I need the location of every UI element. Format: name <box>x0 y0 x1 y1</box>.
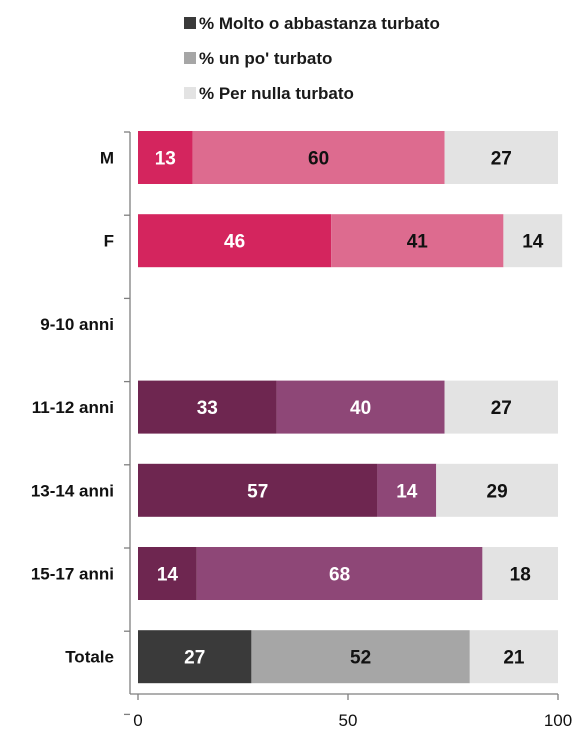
x-tick-label: 50 <box>339 711 358 730</box>
legend-entry: % un po' turbato <box>199 49 332 68</box>
data-label: 18 <box>510 565 531 586</box>
data-label: 40 <box>350 398 371 419</box>
data-label: 14 <box>522 232 544 253</box>
legend: % Molto o abbastanza turbato % un po' tur… <box>184 14 440 103</box>
bar-segment <box>138 214 332 268</box>
data-label: 21 <box>503 648 525 669</box>
data-label: 33 <box>197 398 218 419</box>
bar-segment <box>196 547 483 600</box>
category-label: Totale <box>65 648 114 667</box>
data-label: 68 <box>329 565 350 586</box>
bar-segment <box>138 630 252 684</box>
bar-segment <box>331 214 504 268</box>
legend-swatch <box>184 17 196 29</box>
bar-segment <box>138 547 197 600</box>
data-label: 27 <box>491 149 512 170</box>
bar-segment <box>444 380 558 434</box>
category-label: 15-17 anni <box>31 565 114 584</box>
data-label: 60 <box>308 149 329 170</box>
bar-segment <box>503 214 563 268</box>
data-label: 14 <box>157 565 179 586</box>
bar-segment <box>377 463 437 517</box>
bar-segment <box>444 131 558 184</box>
bar-segment <box>138 131 193 184</box>
data-label: 41 <box>407 232 429 253</box>
bar-segment <box>469 630 558 684</box>
legend-swatch <box>184 52 196 64</box>
data-label: 13 <box>155 149 176 170</box>
bar-segment <box>138 463 378 517</box>
legend-entry: % Per nulla turbato <box>199 84 354 103</box>
x-tick-label: 0 <box>133 711 142 730</box>
bar-segment <box>436 463 558 517</box>
data-label: 52 <box>350 648 371 669</box>
category-label: 13-14 anni <box>31 481 114 500</box>
category-label: 11-12 anni <box>32 398 114 417</box>
data-label: 27 <box>184 648 205 669</box>
x-tick-label: 100 <box>544 711 572 730</box>
bar-segment <box>482 547 558 600</box>
legend-entry: % Molto o abbastanza turbato <box>199 14 440 33</box>
data-label: 29 <box>487 481 508 502</box>
bar-segment <box>276 380 445 434</box>
category-label: M <box>100 149 114 168</box>
bar-segment <box>192 131 445 184</box>
data-label: 14 <box>396 481 418 502</box>
data-label: 27 <box>491 398 512 419</box>
bar-segment <box>251 630 470 684</box>
category-label: 9-10 anni <box>40 315 114 334</box>
data-label: 46 <box>224 232 245 253</box>
axes: M F 9-10 anni 11-12 anni 13-14 anni 15-17 ann… <box>31 131 572 730</box>
legend-swatch <box>184 87 196 99</box>
bars: 13 60 27 46 41 14 33 40 27 57 14 29 14 68 18 27 52 21 <box>138 131 563 684</box>
category-label: F <box>104 232 114 251</box>
bar-segment <box>138 380 277 434</box>
data-label: 57 <box>247 481 268 502</box>
